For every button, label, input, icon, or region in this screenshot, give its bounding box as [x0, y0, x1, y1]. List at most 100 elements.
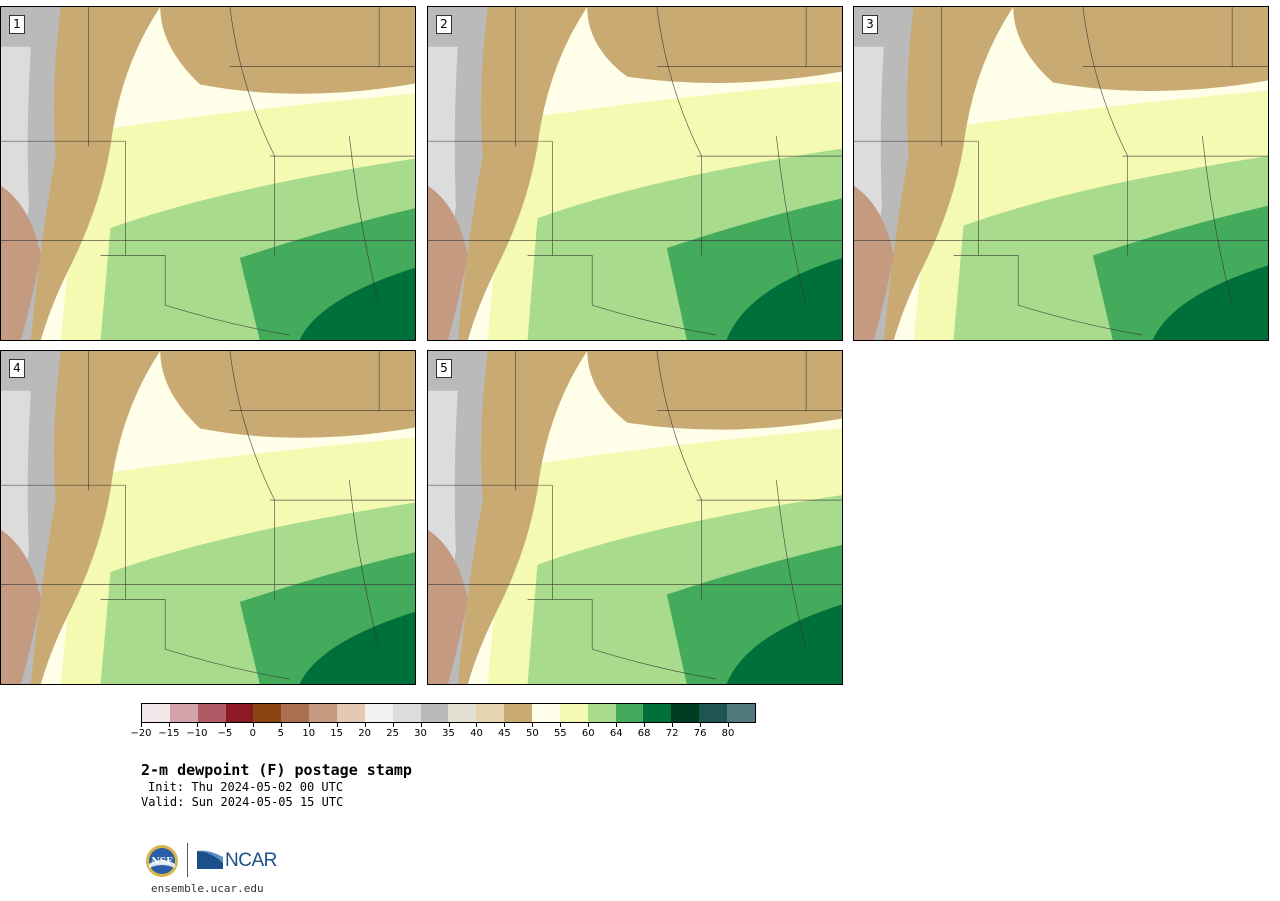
colorbar-tick — [448, 723, 450, 727]
init-time: Init: Thu 2024-05-02 00 UTC — [148, 780, 344, 794]
colorbar-swatch — [309, 704, 338, 722]
state-boundary — [656, 7, 703, 256]
field-45-north — [587, 7, 842, 83]
field-10 — [1, 185, 41, 340]
colorbar-tick-label: 64 — [609, 728, 623, 739]
ncar-text: NCAR — [225, 850, 277, 871]
field-68 — [1152, 265, 1268, 340]
field-45-north — [160, 351, 415, 438]
panel-number: 5 — [436, 359, 452, 378]
state-boundary — [229, 7, 276, 256]
colorbar-swatch — [364, 704, 393, 722]
colorbar-swatch — [532, 704, 560, 722]
valid-time: Valid: Sun 2024-05-05 15 UTC — [141, 795, 344, 809]
state-boundary — [100, 255, 290, 336]
dewpoint-map — [428, 351, 842, 684]
panel-number: 2 — [436, 15, 452, 34]
colorbar-tick-label: 5 — [277, 728, 284, 739]
colorbar-tick-label: −10 — [186, 728, 208, 739]
colorbar-swatch — [559, 704, 588, 722]
field-45-north — [1013, 7, 1268, 92]
nsf-logo-icon: NSF — [146, 845, 178, 877]
colorbar-swatch — [727, 704, 755, 722]
colorbar-swatch — [142, 704, 170, 722]
colorbar-swatch — [671, 704, 700, 722]
field-68 — [726, 257, 842, 340]
field-45-north — [160, 7, 415, 94]
field-68 — [299, 611, 415, 684]
colorbar-swatch — [476, 704, 505, 722]
colorbar-tick-label: 68 — [637, 728, 651, 739]
state-boundary — [527, 255, 717, 336]
colorbar-swatch — [615, 704, 644, 722]
state-boundary — [775, 480, 807, 650]
field-10 — [1, 529, 41, 684]
colorbar-swatch — [587, 704, 616, 722]
colorbar-tick — [252, 723, 254, 727]
forecast-panel-3: 3 — [853, 6, 1269, 341]
colorbar — [141, 703, 756, 723]
colorbar-tick — [420, 723, 422, 727]
dewpoint-map — [854, 7, 1268, 340]
panel-number: 4 — [9, 359, 25, 378]
panel-number: 3 — [862, 15, 878, 34]
colorbar-tick-label: 72 — [665, 728, 679, 739]
colorbar-tick-label: 55 — [553, 728, 567, 739]
site-url: ensemble.ucar.edu — [151, 882, 264, 895]
colorbar-swatch — [253, 704, 282, 722]
panel-number: 1 — [9, 15, 25, 34]
dewpoint-map — [428, 7, 842, 340]
state-boundary — [1201, 136, 1233, 306]
ncar-logo-icon — [197, 850, 223, 869]
state-boundary — [527, 599, 717, 680]
colorbar-swatch — [281, 704, 310, 722]
colorbar-tick — [280, 723, 282, 727]
colorbar-tick-label: −20 — [130, 728, 152, 739]
nsf-text: NSF — [151, 857, 173, 867]
state-boundary — [100, 599, 290, 680]
colorbar-swatch — [448, 704, 477, 722]
colorbar-tick — [476, 723, 478, 727]
colorbar-tick-label: 15 — [330, 728, 344, 739]
colorbar-tick-label: 60 — [581, 728, 595, 739]
forecast-panel-4: 4 — [0, 350, 416, 685]
colorbar-swatch — [420, 704, 449, 722]
field-10 — [428, 185, 468, 340]
logos: NSF NCAR — [145, 843, 277, 879]
chart-title: 2-m dewpoint (F) postage stamp — [141, 761, 412, 779]
state-boundary — [1082, 7, 1129, 256]
colorbar-tick-label: 80 — [721, 728, 735, 739]
colorbar-tick-label: 40 — [470, 728, 483, 739]
dewpoint-map — [1, 351, 415, 684]
colorbar-swatch — [504, 704, 533, 722]
state-boundary — [348, 136, 380, 306]
colorbar-tick-label: 30 — [414, 728, 427, 739]
field-68 — [299, 267, 415, 340]
colorbar-tick — [224, 723, 226, 727]
colorbar-tick-label: 45 — [498, 728, 511, 739]
colorbar-ticks: −20 −15 −10 −5 0 5 10 15 20 25 30 35 40 45 50 55 60 64 68 7… — [130, 723, 756, 743]
colorbar-tick-label: 35 — [442, 728, 455, 739]
dewpoint-map — [1, 7, 415, 340]
colorbar-swatch — [337, 704, 365, 722]
colorbar-tick — [168, 723, 170, 727]
field-10 — [854, 185, 894, 340]
forecast-panel-5: 5 — [427, 350, 843, 685]
colorbar-tick — [504, 723, 506, 727]
colorbar-tick — [364, 723, 366, 727]
state-boundary — [229, 351, 276, 600]
colorbar-tick — [644, 723, 646, 727]
colorbar-swatch — [699, 704, 728, 722]
field-45-north — [587, 351, 842, 430]
state-boundary — [953, 255, 1143, 336]
colorbar-tick-label: −15 — [158, 728, 180, 739]
state-boundary — [348, 480, 380, 650]
colorbar-swatch — [169, 704, 198, 722]
colorbar-tick — [588, 723, 590, 727]
colorbar-tick — [560, 723, 562, 727]
colorbar-swatch — [225, 704, 254, 722]
forecast-panel-2: 2 — [427, 6, 843, 341]
colorbar-tick-label: 0 — [249, 728, 256, 739]
colorbar-tick — [728, 723, 730, 727]
colorbar-tick — [308, 723, 310, 727]
